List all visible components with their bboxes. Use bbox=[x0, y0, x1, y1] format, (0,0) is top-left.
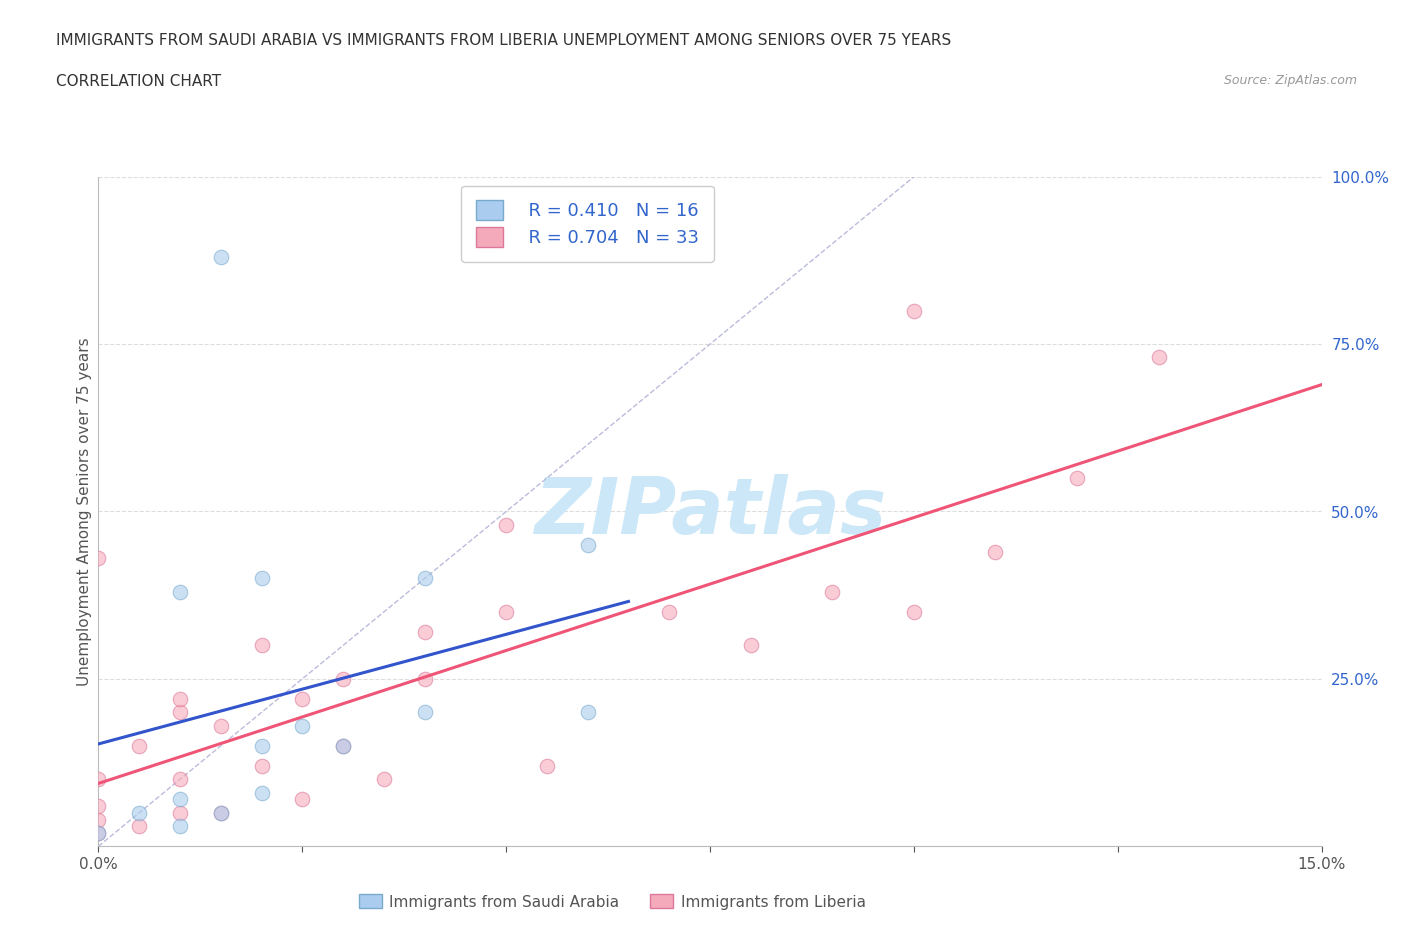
Point bbox=[821, 584, 844, 599]
Point bbox=[87, 551, 110, 565]
Point bbox=[87, 772, 110, 787]
Point bbox=[413, 671, 436, 686]
Point bbox=[169, 705, 191, 720]
Point bbox=[291, 792, 314, 807]
Point bbox=[169, 818, 191, 833]
Point bbox=[658, 604, 681, 619]
Point bbox=[740, 638, 762, 653]
Point bbox=[576, 705, 599, 720]
Point bbox=[250, 571, 273, 586]
Point bbox=[128, 805, 150, 820]
Point bbox=[169, 772, 191, 787]
Legend: Immigrants from Saudi Arabia, Immigrants from Liberia: Immigrants from Saudi Arabia, Immigrants… bbox=[353, 888, 872, 916]
Point bbox=[984, 544, 1007, 559]
Point bbox=[1147, 350, 1170, 365]
Point bbox=[413, 571, 436, 586]
Point bbox=[373, 772, 395, 787]
Text: CORRELATION CHART: CORRELATION CHART bbox=[56, 74, 221, 89]
Point bbox=[291, 692, 314, 707]
Point bbox=[1066, 471, 1088, 485]
Point bbox=[169, 805, 191, 820]
Point bbox=[332, 738, 354, 753]
Y-axis label: Unemployment Among Seniors over 75 years: Unemployment Among Seniors over 75 years bbox=[77, 338, 91, 685]
Point bbox=[903, 604, 925, 619]
Point bbox=[209, 249, 232, 264]
Point bbox=[169, 792, 191, 807]
Point bbox=[128, 818, 150, 833]
Point bbox=[250, 738, 273, 753]
Point bbox=[291, 718, 314, 733]
Point bbox=[250, 638, 273, 653]
Point bbox=[87, 826, 110, 841]
Text: ZIPatlas: ZIPatlas bbox=[534, 473, 886, 550]
Point bbox=[209, 805, 232, 820]
Point bbox=[128, 738, 150, 753]
Point bbox=[332, 738, 354, 753]
Point bbox=[413, 705, 436, 720]
Point bbox=[169, 584, 191, 599]
Point bbox=[209, 805, 232, 820]
Point bbox=[495, 517, 517, 532]
Point bbox=[903, 303, 925, 318]
Point bbox=[250, 785, 273, 800]
Point bbox=[332, 671, 354, 686]
Point bbox=[495, 604, 517, 619]
Point bbox=[209, 718, 232, 733]
Point bbox=[250, 759, 273, 774]
Point bbox=[87, 812, 110, 827]
Point bbox=[536, 759, 558, 774]
Point bbox=[169, 692, 191, 707]
Point bbox=[87, 799, 110, 814]
Point bbox=[576, 538, 599, 552]
Text: IMMIGRANTS FROM SAUDI ARABIA VS IMMIGRANTS FROM LIBERIA UNEMPLOYMENT AMONG SENIO: IMMIGRANTS FROM SAUDI ARABIA VS IMMIGRAN… bbox=[56, 33, 952, 47]
Point bbox=[87, 826, 110, 841]
Point bbox=[413, 625, 436, 640]
Text: Source: ZipAtlas.com: Source: ZipAtlas.com bbox=[1223, 74, 1357, 87]
